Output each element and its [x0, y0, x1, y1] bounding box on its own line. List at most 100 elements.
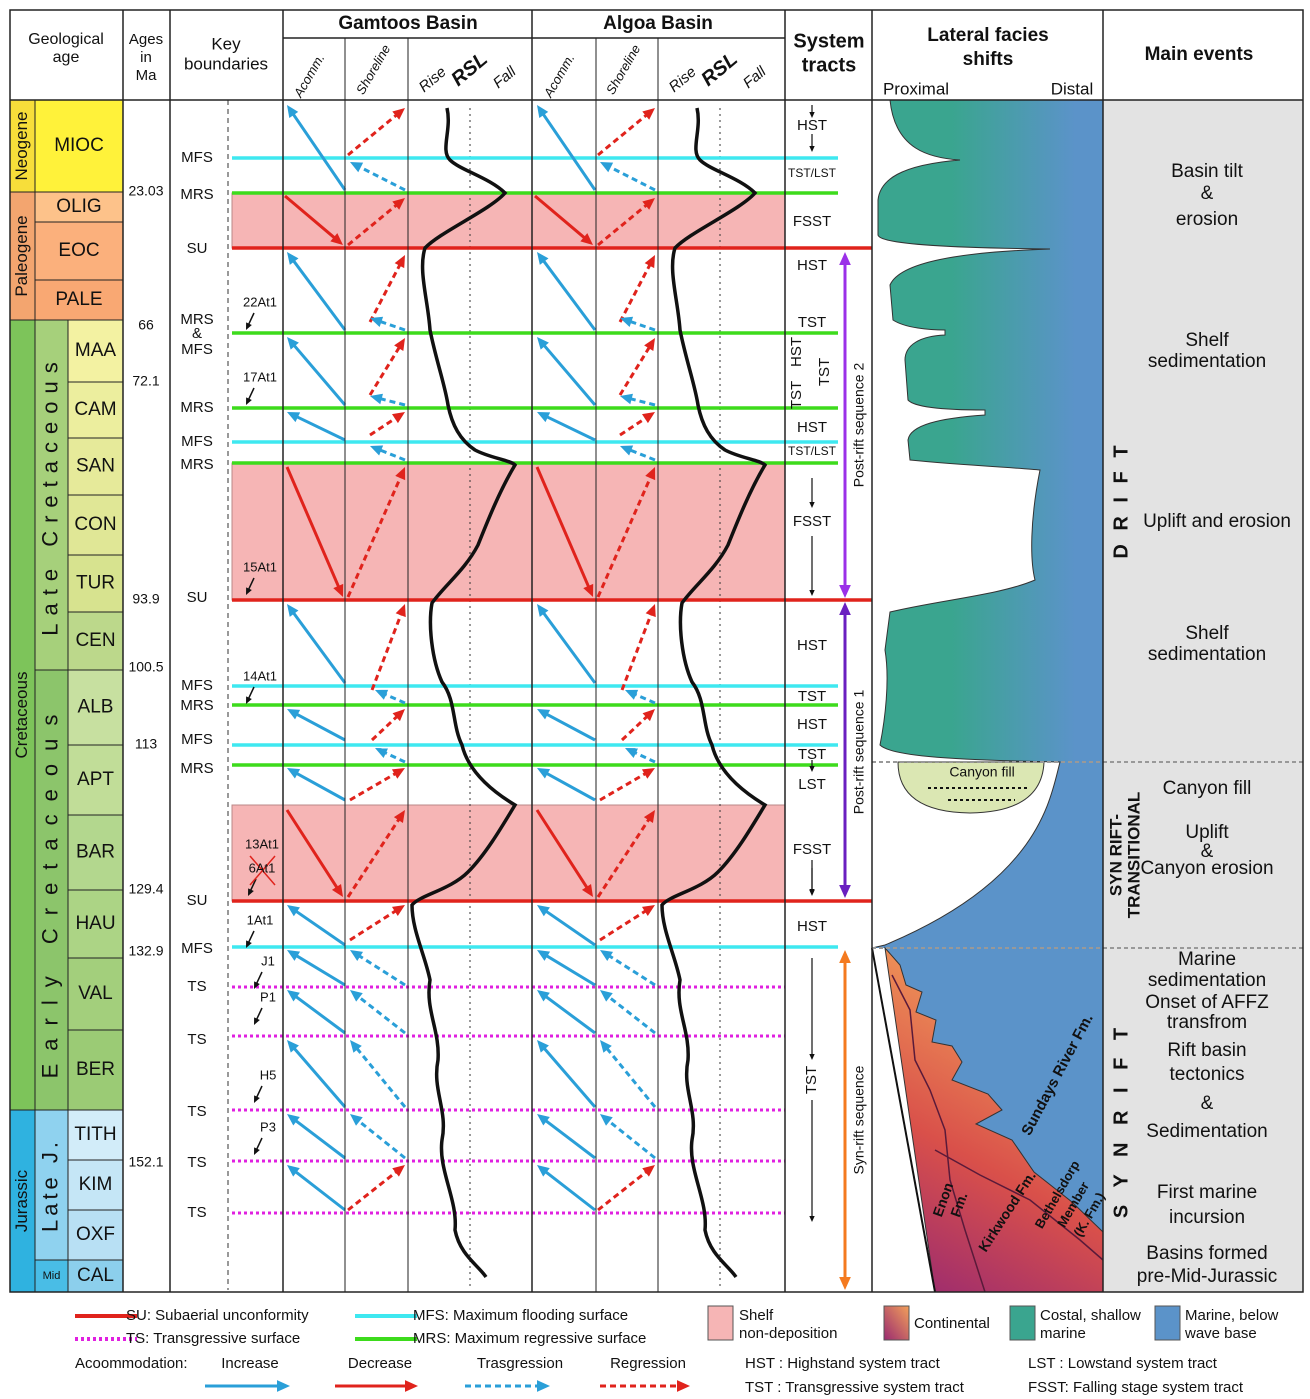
arrow: [545, 910, 595, 945]
arrow-head: [620, 394, 633, 404]
tract-extent-head: [809, 1054, 814, 1060]
legend-label: marine: [1040, 1325, 1086, 1342]
era-label: Neogene: [12, 111, 31, 180]
legend-label: Decrease: [348, 1355, 412, 1372]
arrow: [356, 1047, 405, 1107]
system-tract-label: TST: [798, 314, 826, 331]
legend-arrow-head: [537, 1380, 550, 1392]
event-label: pre-Mid-Jurassic: [1137, 1266, 1277, 1287]
arrow-head: [370, 394, 383, 404]
legend: SU: Subaerial unconformityTS: Transgress…: [75, 1306, 1279, 1396]
legend-label: Continental: [914, 1315, 990, 1332]
arrow: [379, 450, 405, 460]
subheader: Fall: [490, 63, 520, 92]
arrow: [295, 1120, 345, 1158]
arrow: [543, 1047, 595, 1107]
surface-label: MRS: [180, 186, 213, 203]
arrow: [295, 1171, 345, 1210]
surface-label: MFS: [181, 341, 213, 358]
legend-label: SU: Subaerial unconformity: [126, 1307, 309, 1324]
subperiod-label: Late Cretaceous: [37, 354, 62, 635]
well-label: 13At1: [245, 836, 279, 851]
stage-label: MIOC: [54, 135, 104, 156]
arrow: [629, 450, 655, 460]
arrow-head: [642, 1165, 655, 1177]
surface-label: SU: [187, 240, 208, 257]
arrow-head: [392, 412, 405, 423]
legend-label: MRS: Maximum regressive surface: [413, 1330, 646, 1347]
surface-label: MRS: [180, 399, 213, 416]
arrow: [384, 752, 405, 762]
subheader: Fall: [740, 63, 770, 92]
facies-label: Canyon fill: [949, 764, 1014, 780]
arrow-head: [350, 162, 363, 172]
surface-label: SU: [187, 892, 208, 909]
system-tract-label: FSST: [793, 513, 831, 530]
figure: GeologicalageAgesinMaKeyboundariesGamtoo…: [0, 0, 1310, 1399]
well-label: P3: [260, 1119, 276, 1134]
event-label: Shelf: [1185, 330, 1229, 351]
stage-label: BER: [76, 1059, 115, 1080]
stage-label: TUR: [76, 573, 115, 594]
well-pointer: [248, 313, 254, 325]
arrow: [358, 996, 405, 1033]
event-label: Uplift and erosion: [1143, 511, 1291, 532]
stage-label: CEN: [75, 630, 115, 651]
system-tract-label: TST/LST: [788, 166, 837, 180]
system-tract-label: HST: [797, 637, 827, 654]
subheader: RSL: [447, 48, 492, 91]
legend-label: HST : Highstand system tract: [745, 1355, 941, 1372]
arrows: [246, 105, 868, 1290]
stage-label: TITH: [74, 1124, 116, 1145]
legend-label: Increase: [221, 1355, 279, 1372]
arrow: [620, 417, 647, 435]
event-label: Shelf: [1185, 623, 1229, 644]
event-label: Uplift: [1185, 822, 1229, 843]
system-tract-label: HST: [797, 716, 827, 733]
well-label: P1: [260, 989, 276, 1004]
well-pointer: [256, 1008, 262, 1020]
header: Main events: [1145, 44, 1254, 65]
header: age: [53, 49, 80, 66]
surface-label: &: [192, 325, 202, 342]
stage-label: CON: [74, 514, 116, 535]
era-label: Jurassic: [12, 1169, 31, 1232]
well-label: 15At1: [243, 559, 277, 574]
arrow: [600, 910, 647, 940]
arrow-head: [646, 604, 656, 617]
event-label: Marine: [1178, 949, 1236, 970]
stage-label: CAL: [77, 1265, 114, 1286]
header: Lateral facies: [927, 25, 1048, 46]
stage-label: BAR: [76, 842, 115, 863]
arrow: [295, 714, 345, 740]
arrow-head: [392, 108, 405, 120]
arrow: [292, 113, 345, 190]
well-pointer: [248, 687, 254, 699]
system-tract-label: HST: [788, 337, 805, 367]
arrow: [608, 955, 655, 985]
stage-label: SAN: [76, 456, 115, 477]
arrow: [634, 752, 655, 762]
subheader: Rise: [666, 63, 700, 95]
header: Geological: [28, 31, 104, 48]
arrow: [543, 612, 595, 683]
stage-label: OLIG: [56, 196, 101, 217]
header: System: [793, 30, 864, 52]
arrow: [634, 694, 655, 703]
arrow: [295, 910, 345, 945]
event-label: transfrom: [1167, 1012, 1247, 1033]
system-tract-label: FSST: [793, 841, 831, 858]
arrow-head: [537, 905, 550, 916]
sequence-extent-head: [839, 252, 851, 265]
legend-label: LST : Lowstand system tract: [1028, 1355, 1218, 1372]
page: {"header":{"geological_age":["Geological…: [0, 0, 1310, 1399]
arrow: [598, 114, 648, 155]
surface-label: TS: [187, 1154, 206, 1171]
event-label: erosion: [1176, 209, 1238, 230]
rsl-curve: [662, 108, 765, 1277]
arrow: [546, 416, 595, 440]
system-tract-label: TST: [816, 358, 833, 386]
surface-label: SU: [187, 589, 208, 606]
well-label: 1At1: [247, 912, 274, 927]
well-pointer: [256, 1138, 262, 1150]
